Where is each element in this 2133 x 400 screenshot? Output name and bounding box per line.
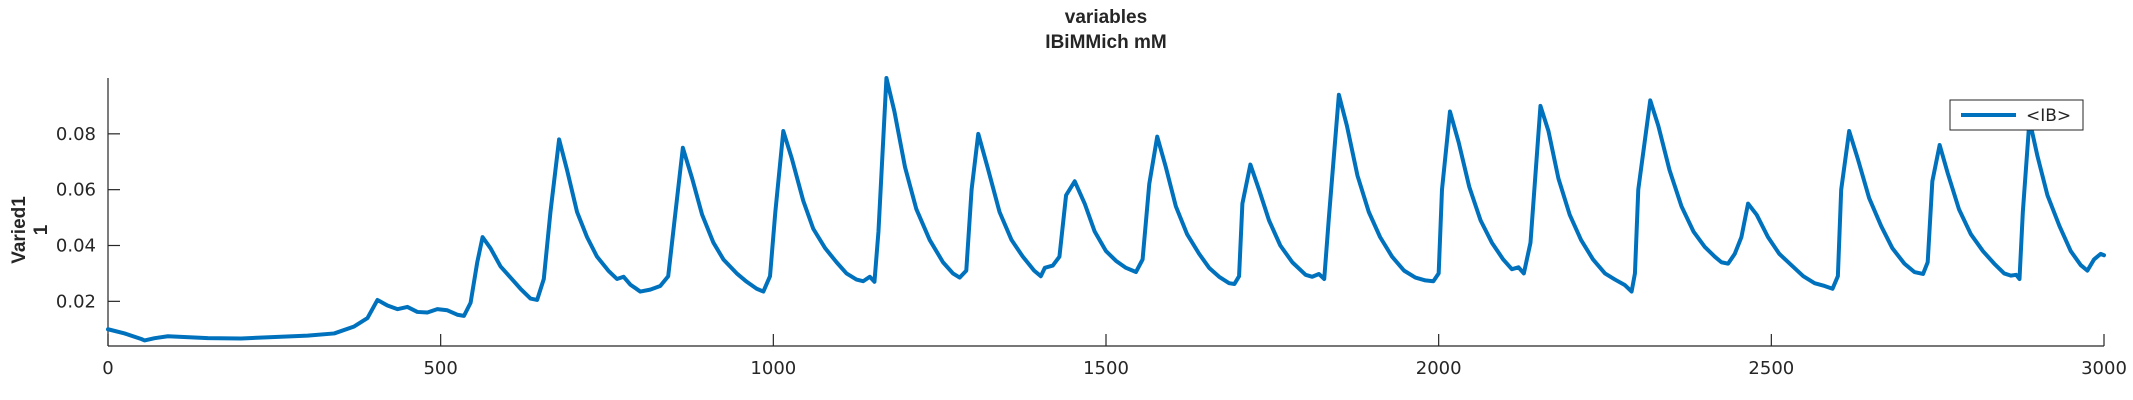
y-tick-label: 0.04 <box>56 236 96 257</box>
y-axis-label-line-2: 1 <box>31 224 52 235</box>
legend-label: <IB> <box>2026 106 2071 126</box>
y-tick-label: 0.02 <box>56 291 96 312</box>
x-tick-label: 2500 <box>1748 358 1794 379</box>
chart-subtitle: IBiMMich mM <box>1045 32 1166 53</box>
y-tick-label: 0.08 <box>56 124 96 145</box>
y-axis-label-line-1: Varied1 <box>9 196 30 264</box>
x-ticks: 0 500 1000 1500 2000 2500 3000 <box>102 334 2127 379</box>
chart-title: variables <box>1065 7 1147 28</box>
y-axis-label: Varied1 1 <box>9 196 52 264</box>
x-tick-label: 1000 <box>750 358 796 379</box>
x-tick-label: 1500 <box>1083 358 1129 379</box>
x-tick-label: 3000 <box>2081 358 2127 379</box>
x-tick-label: 2000 <box>1416 358 1462 379</box>
y-ticks: 0.02 0.04 0.06 0.08 <box>56 124 120 312</box>
legend: <IB> <box>1949 99 2084 131</box>
y-tick-label: 0.06 <box>56 180 96 201</box>
series-line-ib <box>106 76 2106 343</box>
x-tick-label: 0 <box>102 358 113 379</box>
x-tick-label: 500 <box>423 358 457 379</box>
